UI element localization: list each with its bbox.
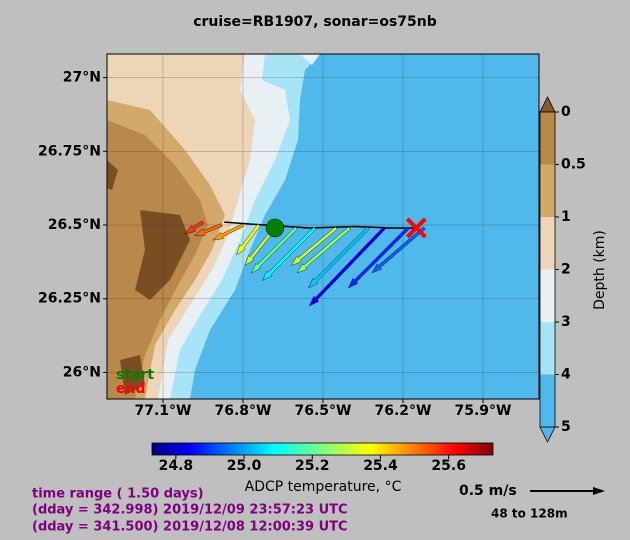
depth-colorbar-segment (540, 269, 555, 322)
x-tick-label: 76.8°W (215, 403, 272, 419)
end-marker (405, 217, 427, 239)
depth-colorbar-label: Depth (km) (592, 230, 608, 310)
depth-colorbar-tick-label: 5 (561, 419, 571, 435)
depth-colorbar-tick-label: 0 (561, 104, 571, 120)
velocity-arrow (262, 226, 317, 281)
y-tick-label: 26.75°N (38, 143, 101, 159)
colorbar-tick-label: 24.8 (159, 458, 194, 474)
time-end: (dday = 342.998) 2019/12/09 23:57:23 UTC (32, 503, 348, 518)
depth-colorbar-tick-label: 4 (561, 367, 571, 383)
reference-arrow-label: 0.5 m/s (459, 483, 517, 499)
depth-colorbar-over (539, 96, 556, 113)
velocity-arrow (347, 226, 410, 289)
colorbar-label: ADCP temperature, °C (245, 479, 402, 495)
depth-colorbar-segment (540, 217, 555, 270)
reference-arrow-head (593, 487, 605, 495)
velocity-arrow (290, 226, 338, 266)
depth-colorbar-under (539, 426, 556, 443)
time-range: time range ( 1.50 days) (32, 487, 204, 502)
depth-range: 48 to 128m (491, 507, 568, 521)
start-marker (265, 218, 285, 238)
chart-title: cruise=RB1907, sonar=os75nb (193, 14, 437, 30)
velocity-arrow (194, 223, 223, 236)
y-tick-label: 26.25°N (38, 291, 101, 307)
velocity-arrow (308, 226, 386, 307)
depth-colorbar-tick-label: 2 (561, 262, 571, 278)
velocity-arrow (184, 220, 205, 235)
depth-colorbar-segment (540, 374, 555, 427)
y-tick-label: 27°N (63, 70, 101, 86)
x-tick-label: 75.9°W (455, 403, 512, 419)
velocity-arrow (296, 226, 351, 274)
velocity-arrow (371, 226, 426, 274)
colorbar-tick-label: 25.6 (431, 458, 466, 474)
depth-colorbar-tick-label: 1 (561, 209, 571, 225)
x-tick-label: 77.1°W (135, 403, 192, 419)
velocity-arrow (236, 223, 261, 256)
time-start: (dday = 341.500) 2019/12/08 12:00:39 UTC (32, 520, 348, 535)
y-tick-label: 26°N (63, 364, 101, 380)
reference-arrow (530, 487, 605, 495)
velocity-arrow (212, 223, 244, 241)
start-label: start (116, 367, 154, 383)
depth-colorbar-segment (540, 112, 555, 165)
depth-colorbar-segment (540, 164, 555, 217)
colorbar-tick-label: 25.0 (227, 458, 262, 474)
velocity-arrow (307, 226, 370, 289)
colorbar-tick-label: 25.2 (295, 458, 330, 474)
x-tick-label: 76.2°W (375, 403, 432, 419)
end-marker-stroke (405, 217, 427, 239)
depth-colorbar-tick-label: 3 (561, 314, 571, 330)
colorbar-tick-label: 25.4 (363, 458, 398, 474)
x-tick-label: 76.5°W (295, 403, 352, 419)
depth-colorbar-segment (540, 322, 555, 375)
velocity-arrow (250, 226, 298, 274)
y-tick-label: 26.5°N (48, 217, 101, 233)
depth-colorbar-tick-label: 0.5 (561, 157, 586, 173)
temperature-colorbar (151, 442, 494, 456)
end-label: end (116, 381, 145, 397)
